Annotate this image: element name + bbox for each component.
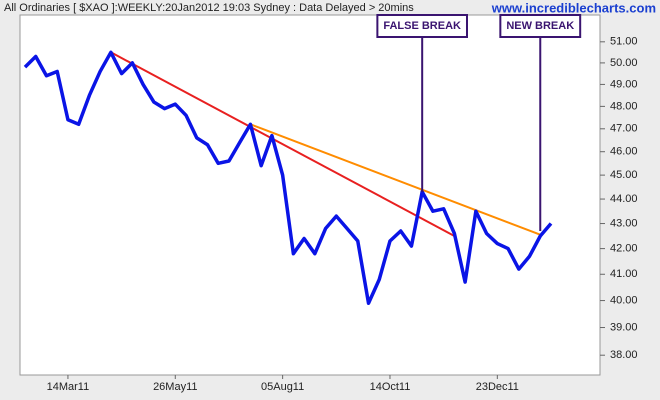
price-line <box>23 50 553 305</box>
x-tick-label: 14Mar11 <box>47 381 90 393</box>
annotation-label: NEW BREAK <box>506 20 574 32</box>
trendline <box>110 51 455 237</box>
y-tick-label: 44.00 <box>610 193 638 205</box>
y-tick-label: 41.00 <box>610 268 638 280</box>
plot-area <box>19 14 601 376</box>
y-tick-label: 50.00 <box>610 57 638 69</box>
y-tick-label: 46.00 <box>610 146 638 158</box>
source: www.incrediblecharts.com <box>491 0 656 15</box>
trendline <box>250 123 541 236</box>
y-tick-label: 48.00 <box>610 100 638 112</box>
y-tick-label: 42.00 <box>610 243 638 255</box>
x-tick-label: 23Dec11 <box>476 381 519 393</box>
annotation-box <box>376 14 468 38</box>
y-tick-label: 45.00 <box>610 169 638 181</box>
y-tick-label: 38.00 <box>610 349 638 361</box>
x-tick-label: 14Oct11 <box>370 381 411 393</box>
x-tick-label: 05Aug11 <box>261 381 304 393</box>
x-tick-label: 26May11 <box>153 381 197 393</box>
annotation-box <box>499 14 582 38</box>
y-tick-label: 40.00 <box>610 294 638 306</box>
y-tick-label: 49.00 <box>610 78 638 90</box>
chart-title: All Ordinaries [ $XAO ]:WEEKLY:20Jan2012… <box>4 2 414 14</box>
y-tick-label: 39.00 <box>610 321 638 333</box>
y-tick-label: 43.00 <box>610 217 638 229</box>
y-tick-label: 51.00 <box>610 36 638 48</box>
y-tick-label: 47.00 <box>610 123 638 135</box>
annotation-label: FALSE BREAK <box>383 20 461 32</box>
